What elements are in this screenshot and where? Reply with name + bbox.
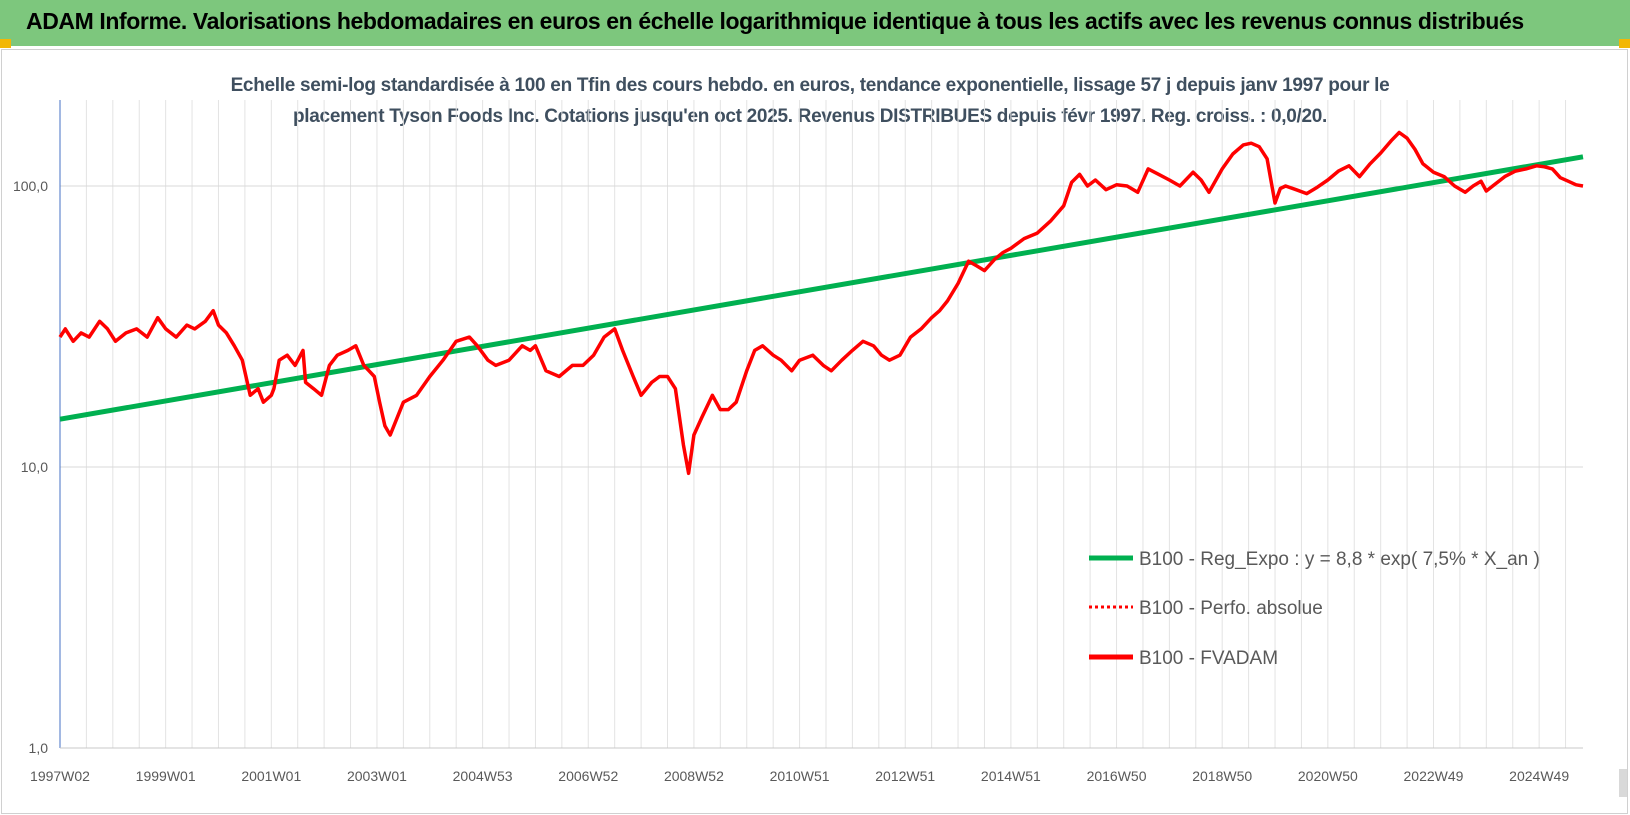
x-tick-label: 2008W52 <box>664 768 724 784</box>
corner-marker-left <box>0 39 11 48</box>
chart-title: Echelle semi-log standardisée à 100 en T… <box>210 70 1410 132</box>
x-tick-label: 2001W01 <box>241 768 301 784</box>
chart-frame <box>1 49 1628 814</box>
x-tick-label: 2003W01 <box>347 768 407 784</box>
corner-marker-right <box>1619 39 1630 48</box>
x-tick-label: 2010W51 <box>770 768 830 784</box>
x-tick-label: 2016W50 <box>1087 768 1147 784</box>
y-tick-label: 1,0 <box>29 740 49 756</box>
axis-layer: 1,0 10,0 100,0 1997W02 1999W01 2001W01 2003W01… <box>13 100 1583 784</box>
chart-title-line-1: Echelle semi-log standardisée à 100 en T… <box>230 75 1390 96</box>
legend-label: B100 - Reg_Expo : y = 8,8 * exp( 7,5% * … <box>1139 549 1540 570</box>
x-tick-label: 2022W49 <box>1404 768 1464 784</box>
y-tick-label: 10,0 <box>21 459 48 475</box>
series-layer <box>58 130 1584 476</box>
chart-title-line-2: placement Tyson Foods Inc. Cotations jus… <box>293 106 1327 127</box>
x-tick-label: 2014W51 <box>981 768 1041 784</box>
series-line-reg-expo <box>59 154 1584 422</box>
y-tick-label: 100,0 <box>13 178 48 194</box>
x-tick-label: 2020W50 <box>1298 768 1358 784</box>
corner-marker-bottom-right <box>1619 769 1628 797</box>
x-tick-label: 2012W51 <box>875 768 935 784</box>
series-line-fvadam <box>58 130 1584 476</box>
legend-label: B100 - FVADAM <box>1139 648 1278 669</box>
legend-label: B100 - Perfo. absolue <box>1139 598 1323 619</box>
x-tick-label: 2004W53 <box>453 768 513 784</box>
x-tick-label: 1999W01 <box>136 768 196 784</box>
x-tick-label: 1997W02 <box>30 768 90 784</box>
header-bar: ADAM Informe. Valorisations hebdomadaire… <box>0 0 1630 46</box>
legend-layer: B100 - Reg_Expo : y = 8,8 * exp( 7,5% * … <box>1089 549 1540 669</box>
header-title: ADAM Informe. Valorisations hebdomadaire… <box>26 8 1524 34</box>
x-tick-label: 2006W52 <box>558 768 618 784</box>
x-tick-label: 2018W50 <box>1192 768 1252 784</box>
x-tick-label: 2024W49 <box>1509 768 1569 784</box>
grid-layer <box>60 100 1583 748</box>
